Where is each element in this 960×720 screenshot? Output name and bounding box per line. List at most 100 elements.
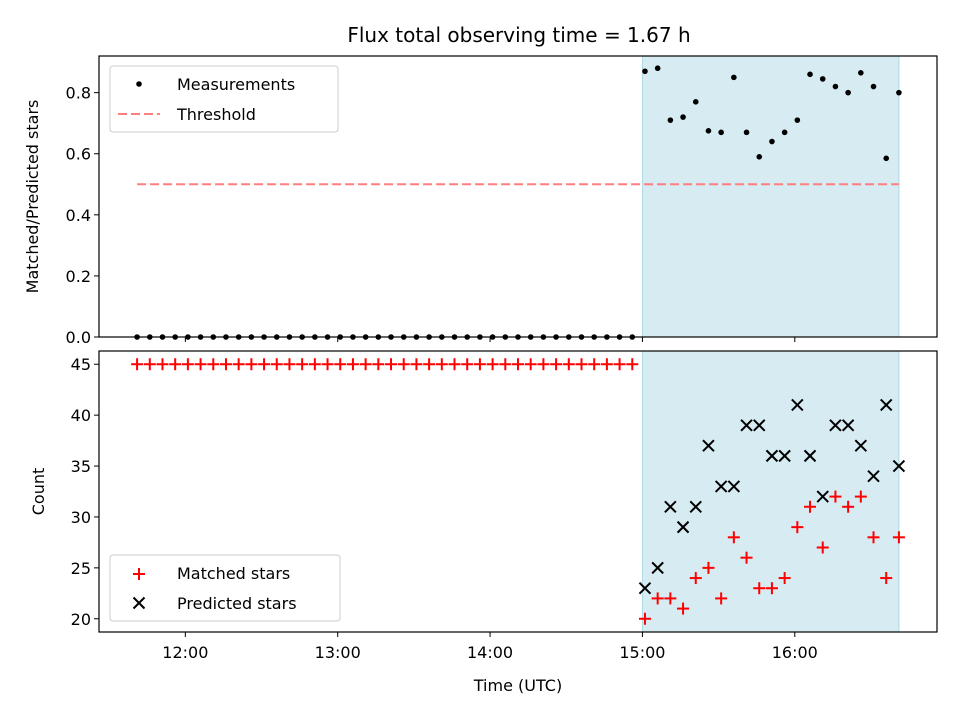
measurement-point (794, 117, 801, 123)
matched-star-point (131, 358, 144, 371)
measurement-point (819, 76, 826, 82)
matched-star-point (791, 521, 804, 534)
y-tick-label: 25 (71, 559, 91, 578)
predicted-star-point (714, 480, 728, 493)
matched-star-point (829, 490, 842, 503)
predicted-star-point (867, 470, 880, 483)
bottom-x-ticks: 12:00 13:00 14:00 15:00 16:00 (162, 632, 818, 662)
bottom-plot-frame (98, 350, 938, 633)
matched-star-point (397, 358, 410, 371)
measurement-point (769, 138, 775, 145)
predicted-star-point (702, 439, 715, 452)
bottom-panel: 20 25 30 35 40 45 12:00 13:00 14:00 15:00 16:00 C… (29, 350, 938, 695)
y-tick-label: 0.0 (66, 328, 91, 347)
matched-star-point (740, 551, 753, 564)
matched-star-point (334, 358, 347, 371)
top-legend: Measurements Threshold (109, 65, 339, 133)
y-tick-label: 35 (71, 457, 91, 476)
legend-matched-marker (133, 568, 145, 580)
measurement-point (654, 65, 661, 72)
matched-star-point (613, 358, 626, 371)
matched-star-point (778, 572, 791, 585)
matched-star-point (359, 358, 372, 371)
matched-star-point (677, 602, 690, 615)
matched-star-point (410, 358, 423, 371)
matched-star-point (207, 358, 220, 371)
legend-predicted-marker (132, 596, 146, 610)
predicted-star-point (854, 439, 868, 452)
matched-star-point (169, 358, 182, 371)
matched-star-point (435, 358, 448, 371)
predicted-star-point (803, 449, 817, 463)
y-tick-label: 30 (71, 508, 91, 527)
legend-matched-label: Matched stars (177, 564, 290, 583)
top-y-ticks: 0.0 0.2 0.4 0.6 0.8 (66, 84, 99, 347)
legend-box (109, 554, 341, 622)
x-tick-label: 14:00 (467, 643, 513, 662)
matched-star-point (727, 531, 740, 544)
matched-star-point (143, 358, 156, 371)
matched-star-point (156, 358, 169, 371)
y-tick-label: 40 (71, 406, 91, 425)
matched-star-point (804, 500, 817, 513)
matched-star-point (715, 592, 728, 605)
top-shaded-span (641, 55, 900, 338)
measurement-point (845, 89, 851, 96)
matched-star-point (372, 358, 385, 371)
matched-star-point (423, 358, 436, 371)
measurement-point (781, 129, 788, 136)
top-plot-frame (98, 55, 938, 338)
matched-star-point (346, 358, 359, 371)
matched-star-point (880, 572, 893, 585)
y-tick-label: 45 (71, 355, 91, 374)
legend-box (109, 65, 339, 133)
predicted-star-point (664, 500, 677, 513)
matched-star-point (245, 358, 258, 371)
measurement-point (832, 83, 839, 90)
matched-star-point (308, 358, 321, 371)
measurement-point (743, 129, 750, 136)
x-axis-label: Time (UTC) (473, 676, 562, 695)
matched-star-point (600, 358, 613, 371)
y-tick-label: 0.6 (66, 145, 91, 164)
measurement-point (807, 71, 813, 78)
measurement-point (896, 89, 902, 96)
y-tick-label: 0.8 (66, 84, 91, 103)
bottom-shaded-span (641, 350, 900, 633)
matched-star-point (486, 358, 499, 371)
bottom-legend: Matched stars Predicted stars (109, 554, 341, 622)
measurement-point (870, 83, 877, 90)
predicted-star-point (841, 419, 855, 432)
matched-star-point (194, 358, 207, 371)
matched-star-point (296, 358, 309, 371)
matched-star-point (524, 358, 537, 371)
x-tick-label: 15:00 (619, 643, 665, 662)
matched-star-point (448, 358, 461, 371)
matched-star-point (219, 358, 232, 371)
predicted-star-point (676, 520, 690, 534)
matched-star-point (626, 358, 639, 371)
predicted-star-point (880, 398, 893, 412)
matched-star-point (892, 531, 905, 544)
matched-star-point (499, 358, 512, 371)
x-tick-label: 16:00 (772, 643, 818, 662)
legend-measurements-label: Measurements (177, 75, 295, 94)
matched-star-point (816, 541, 829, 554)
matched-star-point (461, 358, 474, 371)
matched-stars-layer (131, 358, 905, 625)
bottom-y-ticks: 20 25 30 35 40 45 (71, 355, 99, 629)
matched-star-point (664, 592, 677, 605)
measurement-point (667, 117, 674, 123)
predicted-star-point (689, 500, 702, 513)
matched-star-point (181, 358, 194, 371)
measurement-point (858, 69, 864, 76)
matched-star-point (550, 358, 563, 371)
y-tick-label: 0.2 (66, 267, 91, 286)
legend-threshold-label: Threshold (176, 105, 256, 124)
matched-star-point (537, 358, 550, 371)
predicted-star-point (638, 582, 652, 595)
predicted-star-point (765, 449, 779, 463)
matched-star-point (473, 358, 486, 371)
predicted-star-point (740, 419, 753, 432)
